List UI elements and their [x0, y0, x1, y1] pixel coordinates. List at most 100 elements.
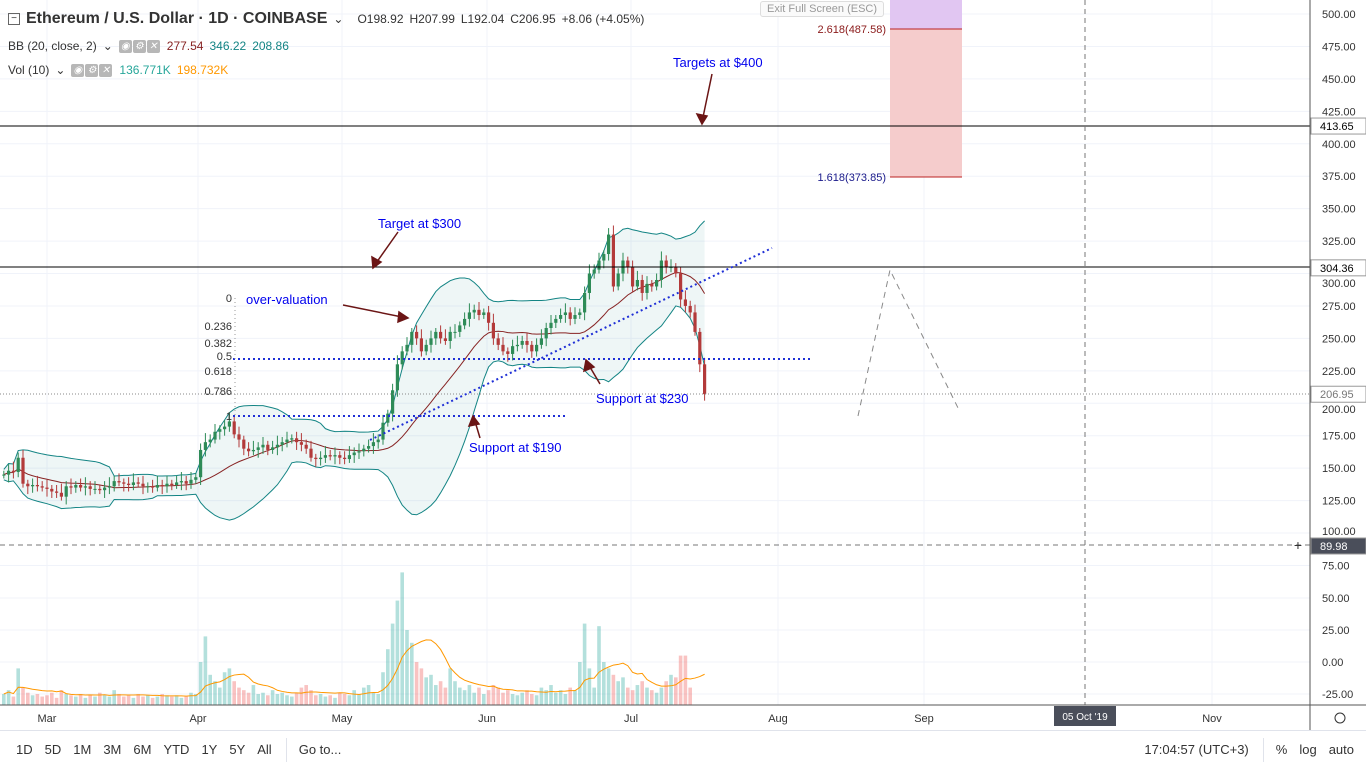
volume-bar — [112, 690, 116, 705]
goto-button[interactable]: Go to... — [298, 742, 342, 757]
eye-icon[interactable]: ◉ — [71, 64, 85, 77]
candle — [448, 326, 452, 349]
chevron-down-icon[interactable]: ⌄ — [102, 38, 113, 53]
crosshair-plus-icon: + — [1294, 537, 1302, 553]
range-5d[interactable]: 5D — [44, 742, 62, 757]
close-icon[interactable]: ✕ — [99, 64, 113, 77]
candle — [50, 484, 54, 498]
candle — [280, 436, 284, 452]
volume-bar — [150, 697, 155, 705]
candle — [309, 440, 313, 462]
candle — [688, 300, 692, 318]
log-toggle[interactable]: log — [1299, 742, 1317, 757]
price-axis[interactable]: 500.00 475.00 450.00 425.00 400.00 375.00 350.… — [1294, 9, 1366, 701]
volume-bar — [45, 695, 49, 705]
volume-bar — [419, 668, 424, 705]
range-1y[interactable]: 1Y — [201, 742, 218, 757]
volume-bar — [280, 692, 284, 705]
gear-icon[interactable]: ⚙ — [85, 64, 99, 77]
volume-bar — [170, 696, 174, 705]
exit-fullscreen-hint[interactable]: Exit Full Screen (ESC) — [760, 1, 885, 17]
candle — [419, 329, 423, 357]
candle — [218, 425, 222, 440]
volume-bar — [26, 692, 30, 705]
chevron-down-icon[interactable]: ⌄ — [333, 12, 344, 26]
collapse-icon[interactable]: − — [8, 13, 20, 25]
bb-basis: 277.54 — [166, 38, 204, 53]
volume-bar — [213, 681, 217, 705]
eye-icon[interactable]: ◉ — [118, 40, 132, 53]
volume-bar — [381, 672, 385, 705]
volume-bar — [338, 692, 342, 705]
volume-bar — [438, 681, 443, 705]
settings-sun-icon[interactable] — [1334, 712, 1346, 724]
ohlc-close: C206.95 — [510, 12, 556, 26]
volume-bar — [102, 695, 107, 705]
candle — [429, 330, 433, 353]
range-ytd[interactable]: YTD — [163, 742, 190, 757]
bb-label[interactable]: BB (20, close, 2) — [8, 38, 97, 53]
clock[interactable]: 17:04:57 (UTC+3) — [1144, 742, 1249, 757]
price-chart[interactable]: 2.618(487.58) 1.618(373.85) 00.2360.3820… — [0, 0, 1366, 730]
range-3m[interactable]: 3M — [103, 742, 122, 757]
volume-ma-line — [3, 639, 705, 697]
candle — [271, 440, 275, 454]
percent-toggle[interactable]: % — [1275, 742, 1288, 757]
range-5y[interactable]: 5Y — [229, 742, 246, 757]
volume-bar — [232, 681, 236, 705]
candle — [472, 304, 476, 319]
candle — [357, 443, 361, 460]
volume-bar — [107, 696, 112, 705]
candle — [16, 452, 20, 478]
auto-toggle[interactable]: auto — [1328, 742, 1354, 757]
projection-path[interactable] — [857, 268, 961, 417]
trendline[interactable] — [369, 247, 773, 441]
price-label: 304.36 — [1320, 263, 1354, 275]
fib-level-label: 0.618 — [204, 366, 232, 378]
volume-bar — [179, 697, 184, 705]
gear-icon[interactable]: ⚙ — [132, 40, 146, 53]
range-6m[interactable]: 6M — [133, 742, 152, 757]
candle — [376, 434, 380, 449]
candle — [443, 329, 447, 345]
volume-bar — [558, 690, 563, 705]
volume-bar — [578, 662, 582, 705]
price-label-box — [1310, 259, 1366, 277]
candle — [103, 481, 107, 498]
time-axis[interactable]: Mar Apr May Jun Jul Aug Sep Nov 05 Oct '19 — [38, 706, 1223, 726]
candle — [496, 333, 500, 351]
range-1m[interactable]: 1M — [73, 742, 92, 757]
candle — [117, 473, 121, 487]
range-1d[interactable]: 1D — [16, 742, 33, 757]
chevron-down-icon[interactable]: ⌄ — [55, 62, 66, 77]
volume-bar — [462, 690, 467, 705]
candle — [424, 339, 428, 356]
candle — [122, 478, 126, 492]
candle — [640, 274, 644, 301]
candle — [290, 434, 294, 444]
candle — [602, 250, 606, 269]
ohlc-open: O198.92 — [357, 12, 404, 26]
vol-label[interactable]: Vol (10) — [8, 62, 50, 77]
symbol-title[interactable]: Ethereum / U.S. Dollar · 1D · COINBASE — [26, 10, 328, 27]
candle — [256, 442, 260, 458]
volume-bar — [11, 696, 16, 705]
volume-bar — [117, 694, 121, 705]
price-label-box — [1310, 385, 1366, 403]
volume-bar — [544, 690, 548, 705]
close-icon[interactable]: ✕ — [146, 40, 160, 53]
price-tick: 200.00 — [1322, 404, 1356, 416]
candle — [659, 251, 663, 288]
volume-bar — [78, 694, 83, 705]
volume-bar — [122, 696, 126, 705]
candle — [607, 228, 611, 261]
volume-bar — [126, 695, 131, 705]
volume-bar — [304, 685, 308, 705]
volume-bar — [568, 687, 572, 705]
candle — [367, 439, 371, 453]
candle — [242, 435, 246, 456]
range-all[interactable]: All — [257, 742, 272, 757]
crosshair-date: 05 Oct '19 — [1062, 712, 1108, 723]
candle — [439, 325, 443, 344]
candle — [530, 340, 534, 358]
